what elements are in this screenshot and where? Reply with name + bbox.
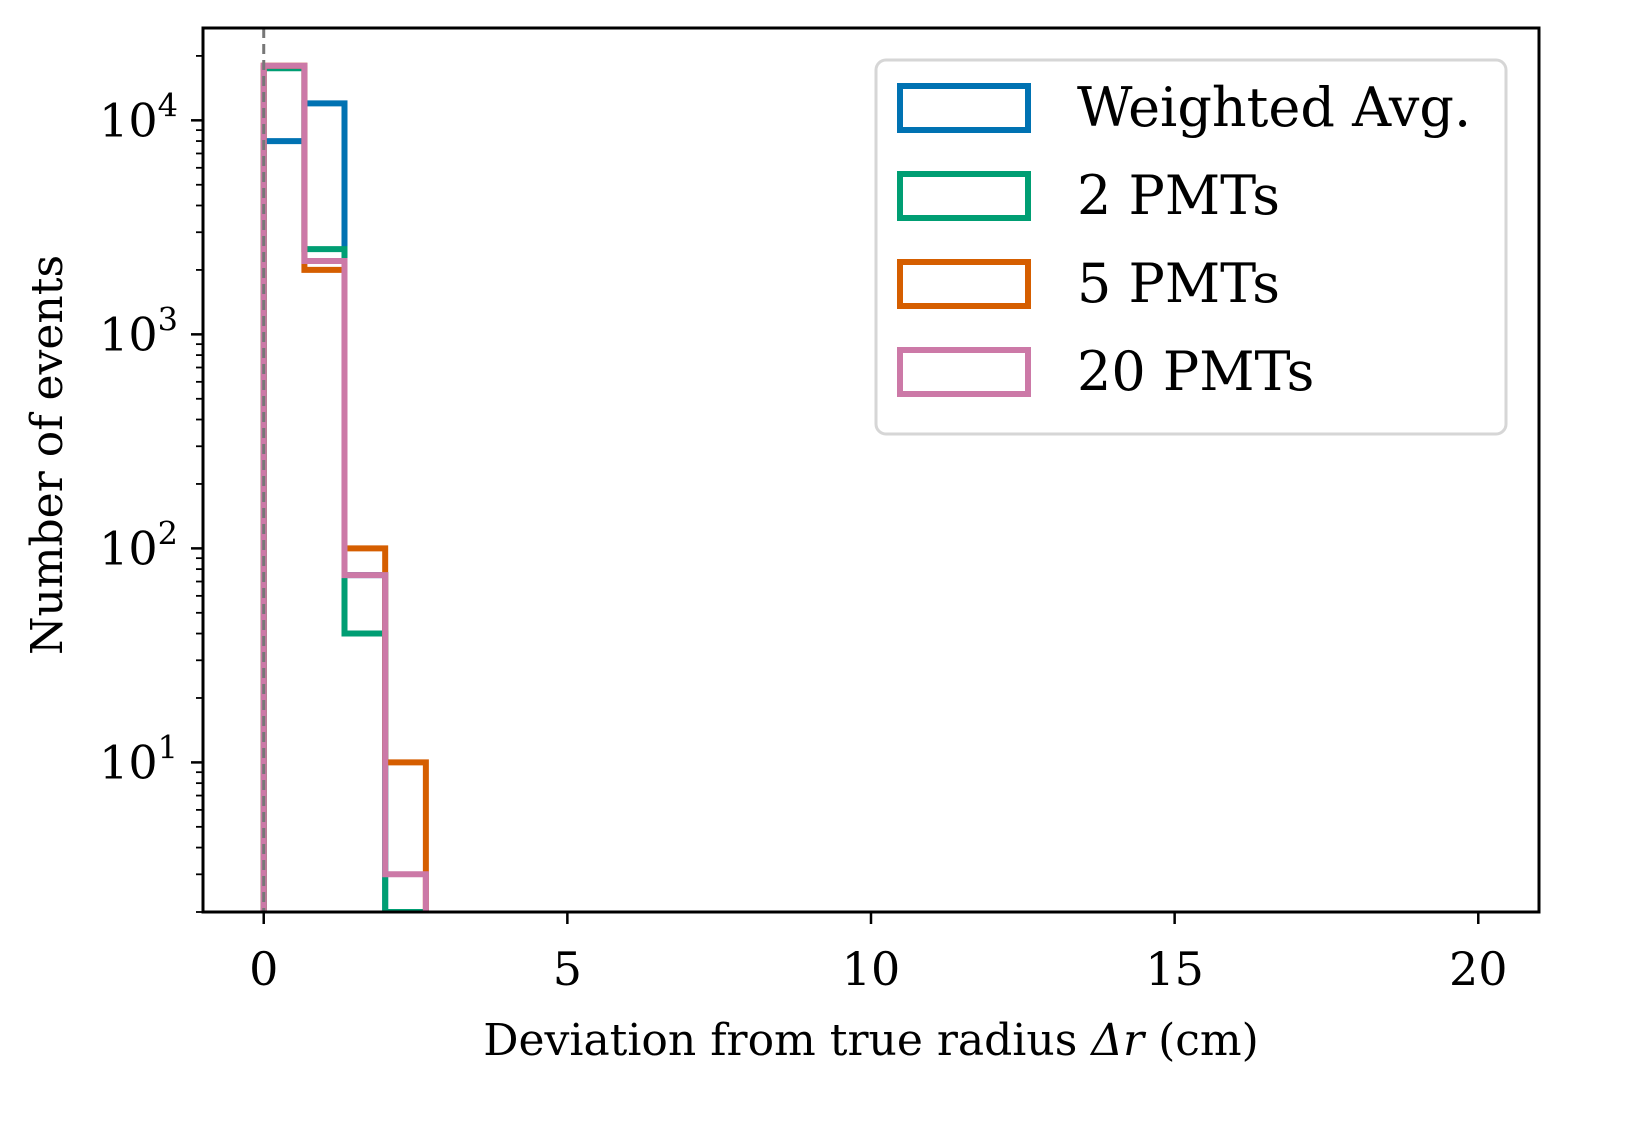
legend-box [874, 58, 1508, 436]
legend-swatch-4 [897, 347, 1031, 397]
y-tick-label: 102 [99, 514, 178, 575]
legend-swatch-1 [897, 83, 1031, 133]
x-axis-label-text: Deviation from true radius [483, 1015, 1077, 1066]
legend-label-4: 20 PMTs [1077, 340, 1314, 403]
x-axis-label: Deviation from true radius Δr (cm) [483, 1015, 1259, 1066]
legend: Weighted Avg. 2 PMTs 5 PMTs 20 PMTs [874, 58, 1508, 436]
x-axis-label-unit: (cm) [1158, 1015, 1259, 1066]
y-tick-label: 101 [99, 728, 178, 789]
x-tick-label: 0 [249, 942, 278, 996]
axes: 0 5 10 15 20 101 102 103 104 [99, 26, 1541, 996]
legend-swatch-2 [897, 171, 1031, 221]
plot-area [260, 28, 429, 912]
legend-swatch-3 [897, 259, 1031, 309]
x-tick-label: 5 [553, 942, 582, 996]
legend-label-1: Weighted Avg. [1077, 76, 1471, 139]
x-axis-label-symbol: Δr [1089, 1015, 1147, 1066]
x-tick-label: 10 [842, 942, 901, 996]
histogram-series-4 [260, 62, 429, 912]
x-tick-label: 20 [1449, 942, 1508, 996]
x-tick-label: 15 [1145, 942, 1204, 996]
plot-clipped-group [260, 28, 429, 912]
legend-label-2: 2 PMTs [1077, 164, 1280, 227]
y-axis-label: Number of events [22, 255, 73, 655]
y-tick-label: 104 [99, 86, 178, 147]
legend-label-3: 5 PMTs [1077, 252, 1280, 315]
y-tick-label: 103 [99, 300, 178, 361]
